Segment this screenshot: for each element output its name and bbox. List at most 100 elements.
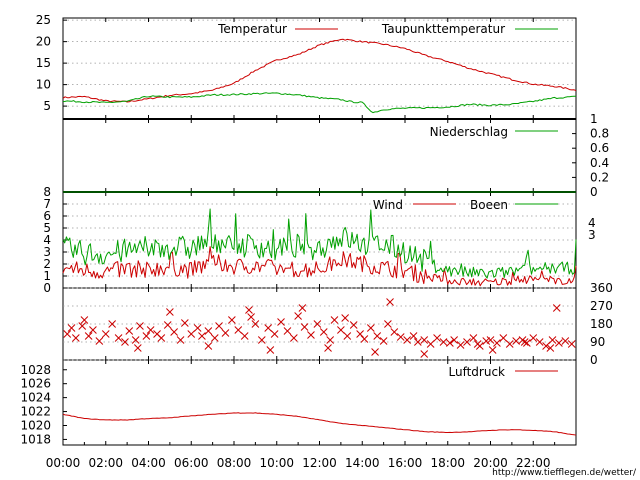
direction-point: [552, 304, 561, 312]
direction-point: [180, 319, 189, 327]
direction-point: [114, 334, 123, 342]
direction-point: [307, 331, 315, 339]
direction-point: [433, 334, 441, 342]
direction-point: [546, 344, 555, 352]
direction-point: [133, 344, 142, 352]
direction-point: [283, 327, 292, 335]
direction-point: [198, 332, 206, 340]
wind-right-label: 4: [588, 216, 596, 230]
wind-legend: Wind Boeen: [373, 198, 558, 212]
precip-tick-label: 0.8: [590, 127, 609, 141]
direction-point: [63, 330, 72, 338]
legend-label-boeen: Boeen: [470, 198, 508, 212]
temperature-tick-label: 10: [36, 78, 51, 92]
direction-point: [289, 334, 298, 342]
direction-point: [535, 338, 544, 346]
precip-tick-label: 0.2: [590, 170, 609, 184]
direction-point: [396, 333, 405, 341]
direction-point: [505, 340, 514, 348]
direction-point: [204, 327, 213, 335]
time-tick-label: 02:00: [88, 456, 123, 470]
legend-label-wind: Wind: [373, 198, 403, 212]
direction-point: [548, 336, 557, 344]
direction-point: [78, 322, 87, 330]
direction-point: [193, 324, 202, 332]
direction-point: [555, 339, 563, 347]
direction-point: [409, 332, 418, 340]
direction-point: [170, 328, 179, 336]
precip-tick-label: 0: [590, 185, 598, 199]
direction-point: [341, 314, 350, 322]
direction-point: [136, 322, 144, 330]
direction-point: [420, 336, 429, 344]
direction-point: [71, 334, 80, 342]
direction-point: [84, 332, 93, 340]
direction-point: [221, 329, 230, 337]
direction-point: [266, 346, 275, 354]
direction-point: [187, 330, 196, 338]
wind-tick-label: 1: [43, 269, 51, 283]
direction-point: [294, 312, 302, 320]
direction-point: [456, 341, 465, 349]
direction-point: [326, 336, 335, 344]
pressure-tick-label: 1024: [20, 391, 51, 405]
direction-point: [343, 332, 352, 340]
pressure-legend: Luftdruck: [448, 365, 558, 379]
precip-tick-label: 0.4: [590, 156, 609, 170]
direction-point: [499, 334, 508, 342]
legend-label-temperatur: Temperatur: [217, 22, 287, 36]
direction-point: [101, 330, 110, 338]
ticks-layer: [62, 18, 576, 445]
direction-point: [300, 323, 309, 331]
temperature-series-temperatur: [62, 38, 577, 103]
direction-tick-label: 270: [590, 299, 613, 313]
pressure-tick-label: 1018: [20, 432, 51, 446]
credit-link[interactable]: http://www.tiefflegen.de/wetter/: [492, 468, 637, 478]
temperature-tick-label: 15: [36, 56, 51, 70]
direction-point: [247, 313, 255, 321]
wind-tick-label: 0: [43, 281, 51, 295]
time-tick-label: 04:00: [131, 456, 166, 470]
direction-point: [277, 318, 285, 326]
time-tick-label: 12:00: [302, 456, 337, 470]
direction-point: [146, 326, 155, 334]
temperature-tick-label: 20: [36, 35, 51, 49]
time-tick-label: 20:00: [473, 456, 508, 470]
direction-point: [488, 346, 497, 354]
direction-tick-label: 0: [590, 353, 598, 367]
time-tick-label: 10:00: [259, 456, 294, 470]
direction-point: [366, 324, 375, 332]
direction-point: [529, 334, 538, 342]
direction-point: [426, 340, 435, 348]
wind-series-boeen: [62, 208, 577, 279]
direction-point: [257, 336, 266, 344]
direction-point: [108, 320, 117, 328]
wind-series-wind: [62, 246, 577, 287]
direction-point: [142, 332, 151, 340]
direction-point: [131, 336, 140, 344]
direction-point: [324, 344, 332, 352]
direction-point: [67, 324, 76, 332]
direction-point: [298, 304, 307, 312]
direction-point: [373, 332, 382, 340]
direction-point: [446, 339, 454, 347]
wind-tick-label: 6: [43, 209, 51, 223]
direction-point: [95, 337, 104, 345]
direction-point: [349, 321, 358, 329]
direction-point: [420, 350, 429, 358]
direction-point: [403, 336, 411, 344]
direction-point: [337, 326, 345, 334]
precipitation-legend: Niederschlag: [430, 125, 558, 139]
wind-tick-label: 5: [43, 221, 51, 235]
direction-tick-label: 180: [590, 317, 613, 331]
wind-tick-label: 3: [43, 245, 51, 259]
direction-point: [493, 339, 501, 347]
direction-tick-label: 360: [590, 281, 613, 295]
wind-tick-label: 7: [43, 197, 51, 211]
direction-point: [520, 338, 529, 346]
direction-point: [371, 348, 379, 356]
direction-point: [228, 316, 236, 324]
direction-point: [512, 337, 521, 345]
direction-point: [522, 339, 531, 347]
